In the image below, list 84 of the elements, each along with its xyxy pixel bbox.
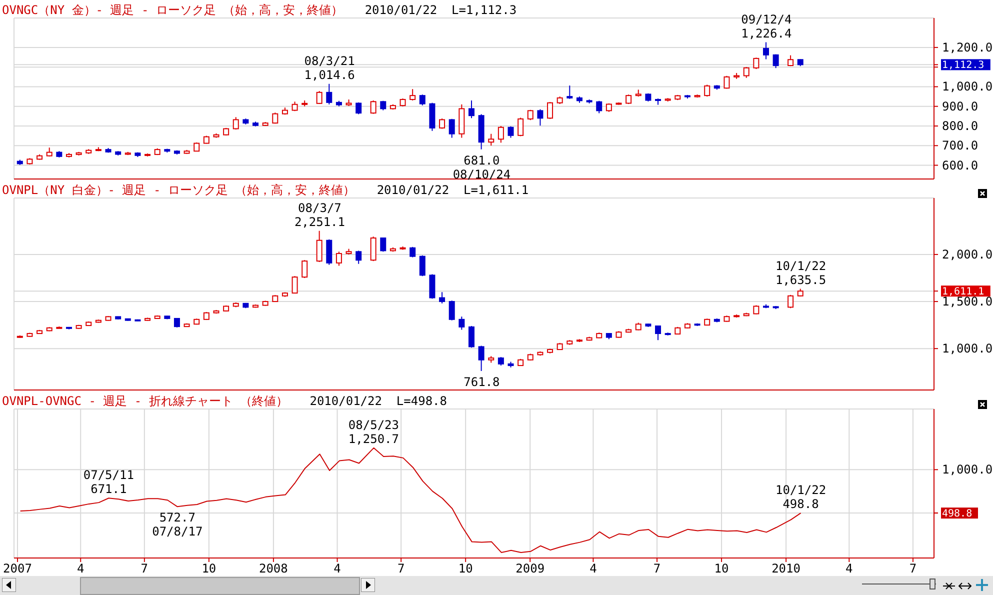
candlestick bbox=[478, 345, 484, 372]
candlestick bbox=[292, 276, 298, 294]
candlestick bbox=[410, 246, 416, 258]
x-tick-label: 7 bbox=[140, 562, 148, 576]
chart-title: OVNPL（NY 白金）- 週足 - ローソク足 （始，高，安，終値） bbox=[2, 183, 356, 197]
candlestick bbox=[763, 42, 769, 60]
candlestick bbox=[468, 100, 474, 119]
annotation: 10/1/22 1,635.5 bbox=[775, 258, 826, 287]
candlestick bbox=[439, 292, 446, 304]
candlestick bbox=[537, 108, 544, 126]
y-tick-label: 800.0 bbox=[942, 118, 978, 133]
chart-subtitle: 2010/01/22 L=1,112.3 bbox=[364, 3, 517, 17]
x-tick-label: 2008 bbox=[259, 562, 288, 576]
x-tick-label: 10 bbox=[458, 562, 473, 576]
y-tick-label: 1,000.0 bbox=[942, 462, 993, 477]
candlestick bbox=[753, 57, 760, 70]
candlestick bbox=[419, 94, 426, 106]
y-tick-label: 900.0 bbox=[942, 99, 978, 114]
candlestick bbox=[316, 230, 322, 262]
chart-title: OVNPL-OVNGC - 週足 - 折れ線チャート （終値） bbox=[2, 394, 288, 408]
candlestick bbox=[655, 325, 662, 341]
candlestick bbox=[370, 100, 376, 114]
x-tick-label: 4 bbox=[846, 562, 853, 576]
y-tick-label: 1,112.3 bbox=[942, 60, 984, 72]
annotation: 572.7 07/8/17 bbox=[152, 510, 203, 539]
candlestick bbox=[302, 260, 308, 278]
annotation: 10/1/22 498.8 bbox=[775, 483, 826, 512]
x-tick-label: 7 bbox=[909, 562, 917, 576]
annotation: 09/12/4 1,226.4 bbox=[741, 12, 792, 40]
candlestick bbox=[448, 118, 455, 138]
x-tick-label: 4 bbox=[334, 562, 341, 576]
candlestick bbox=[232, 116, 239, 130]
candlestick bbox=[518, 117, 524, 137]
y-tick-label: 1,000.0 bbox=[942, 342, 993, 356]
candlestick bbox=[508, 126, 514, 138]
annotation: 761.8 bbox=[464, 375, 500, 390]
y-tick-label: 600.0 bbox=[942, 158, 978, 172]
candlestick bbox=[772, 54, 779, 69]
y-tick-label: 1,000.0 bbox=[942, 80, 993, 94]
chart-subtitle: 2010/01/22 L=498.8 bbox=[308, 394, 447, 408]
candlestick bbox=[336, 251, 342, 266]
x-tick-label: 4 bbox=[77, 562, 84, 576]
candlestick bbox=[788, 294, 794, 309]
annotation: 681.0 08/10/24 bbox=[452, 153, 511, 182]
x-tick-label: 10 bbox=[202, 562, 216, 576]
annotation: 07/5/11 671.1 bbox=[83, 468, 134, 496]
candlestick bbox=[410, 88, 416, 101]
candlestick bbox=[326, 238, 332, 266]
x-tick-label: 2007 bbox=[3, 562, 32, 576]
candlestick bbox=[566, 85, 573, 100]
x-tick-label: 2009 bbox=[516, 562, 545, 576]
candlestick bbox=[316, 90, 322, 104]
y-tick-label: 498.8 bbox=[942, 508, 972, 520]
candlestick bbox=[743, 66, 750, 78]
annotation: 08/3/7 2,251.1 bbox=[294, 200, 346, 229]
candlestick bbox=[429, 274, 436, 300]
candlestick bbox=[626, 94, 632, 104]
x-tick-label: 7 bbox=[653, 562, 661, 576]
candlestick bbox=[356, 250, 362, 264]
chart-title: OVNGC（NY 金）- 週足 - ローソク足 （始，高，安，終値） bbox=[2, 3, 344, 17]
candlestick bbox=[419, 254, 426, 277]
x-tick-label: 7 bbox=[397, 562, 405, 576]
candlestick bbox=[370, 236, 376, 262]
chart-subtitle: 2010/01/22 L=1,611.1 bbox=[376, 183, 529, 197]
candlestick bbox=[596, 100, 602, 114]
candlestick bbox=[468, 326, 474, 348]
candlestick bbox=[704, 84, 710, 98]
annotation: 08/3/21 1,014.6 bbox=[304, 54, 355, 82]
candlestick bbox=[448, 300, 455, 321]
y-tick-label: 2,000.0 bbox=[942, 247, 993, 262]
candlestick bbox=[458, 316, 465, 330]
y-tick-label: 700.0 bbox=[942, 138, 978, 153]
x-tick-label: 4 bbox=[590, 562, 597, 576]
candlestick bbox=[488, 133, 494, 146]
candlestick bbox=[326, 83, 332, 105]
annotation: 08/5/23 1,250.7 bbox=[348, 418, 400, 446]
y-tick-label: 1,200.0 bbox=[942, 40, 993, 54]
x-tick-label: 2010 bbox=[772, 562, 800, 576]
candlestick bbox=[724, 75, 730, 90]
candlestick bbox=[498, 125, 504, 144]
candlestick bbox=[547, 102, 554, 120]
candlestick bbox=[380, 237, 386, 252]
candlestick bbox=[174, 318, 180, 328]
x-tick-label: 10 bbox=[714, 562, 729, 576]
